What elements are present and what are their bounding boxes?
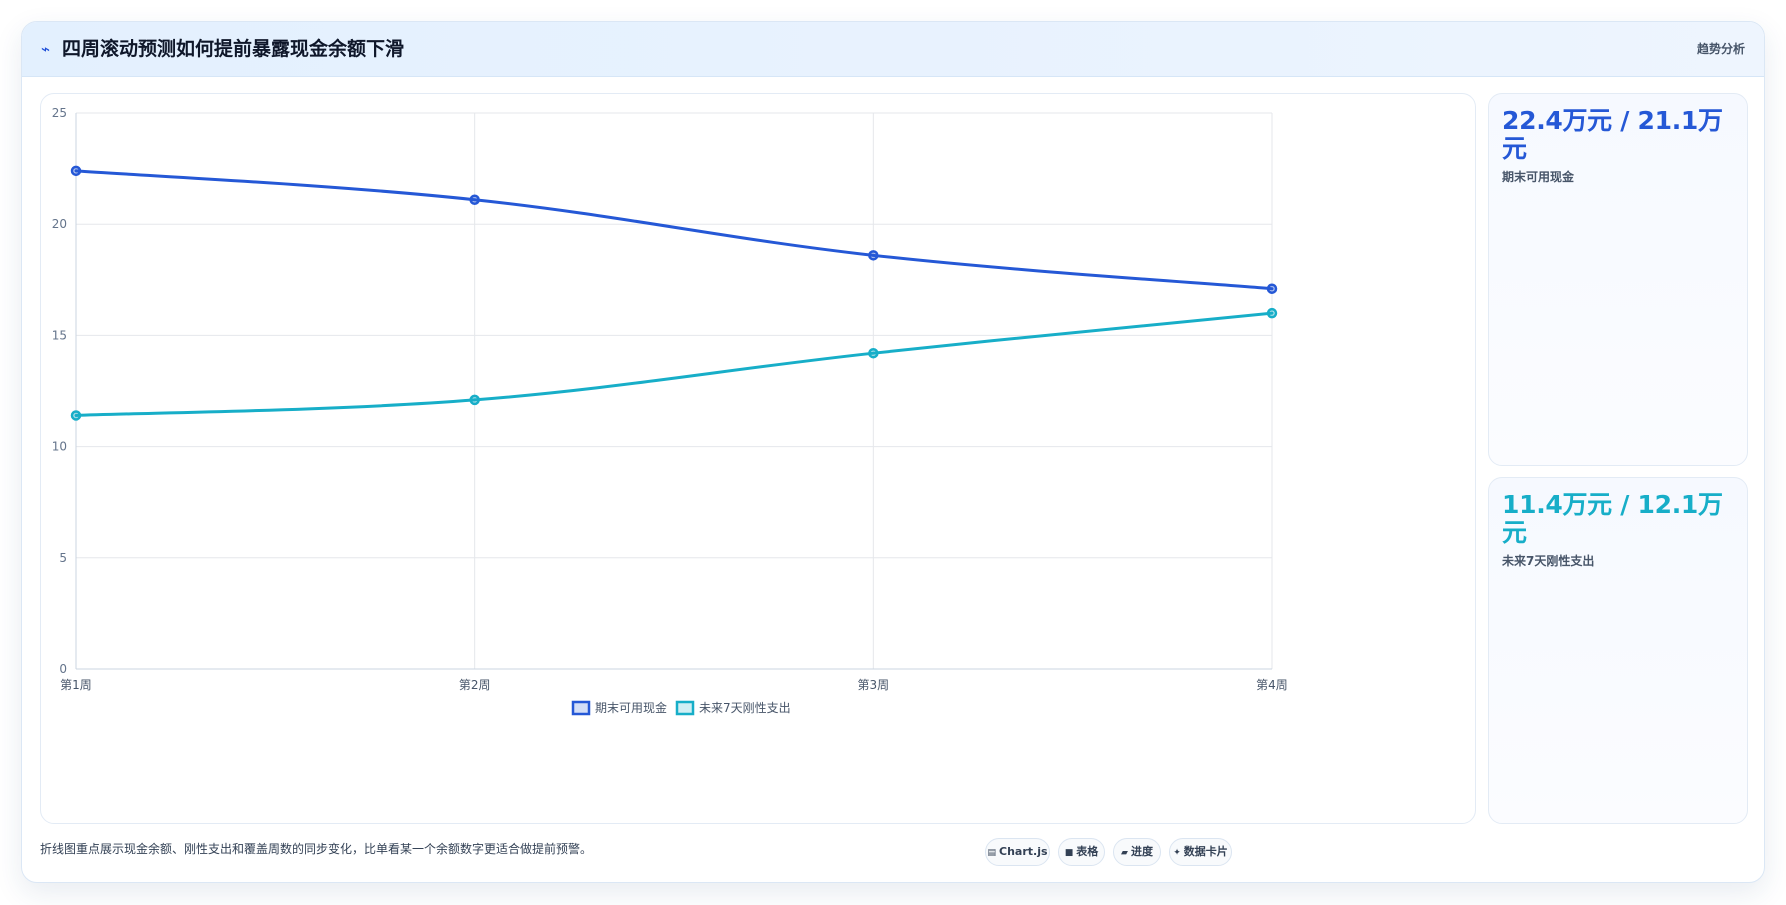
trend-line-icon: ⌁ xyxy=(41,40,51,58)
sparkle-icon: ✦ xyxy=(1173,848,1181,858)
card-header: ⌁ 四周滚动预测如何提前暴露现金余额下滑 趋势分析 xyxy=(22,22,1764,77)
x-tick-label: 第2周 xyxy=(459,678,491,692)
data-point xyxy=(1266,283,1278,294)
legend-label: 期末可用现金 xyxy=(595,700,667,715)
y-tick-label: 10 xyxy=(52,440,67,454)
data-point xyxy=(469,394,480,406)
data-point xyxy=(469,194,480,205)
chip-label: 进度 xyxy=(1130,845,1153,858)
y-tick-label: 15 xyxy=(52,328,67,342)
kpi-label: 期末可用现金 xyxy=(1502,170,1575,184)
chip-table[interactable]: ■ 表格 xyxy=(1058,838,1105,866)
chip-label: 表格 xyxy=(1076,845,1099,858)
data-point xyxy=(70,165,82,177)
y-tick-label: 20 xyxy=(52,217,67,231)
kpi-value: 22.4万元 / 21.1万元 xyxy=(1502,106,1723,163)
table-icon: ■ xyxy=(1064,848,1074,858)
y-tick-label: 0 xyxy=(59,662,67,676)
legend-swatch xyxy=(571,700,591,716)
legend-swatch xyxy=(675,700,695,716)
card-title: 四周滚动预测如何提前暴露现金余额下滑 xyxy=(62,38,405,60)
chart-panel: 0 5 10 15 20 25 第1周 第2周 第3周 第4周期末可用现金 未来7天刚性支出 xyxy=(40,93,1476,824)
chart-icon: ▤ xyxy=(987,848,996,858)
data-point xyxy=(868,347,879,359)
data-point xyxy=(868,250,879,261)
legend-label: 未来7天刚性支出 xyxy=(699,701,791,715)
series-line-1 xyxy=(74,169,1274,291)
chip-label: 数据卡片 xyxy=(1183,845,1228,858)
kpi-label: 未来7天刚性支出 xyxy=(1502,554,1595,568)
header-tag: 趋势分析 xyxy=(1696,42,1745,56)
chip-data-card[interactable]: ✦ 数据卡片 xyxy=(1169,838,1232,866)
data-point xyxy=(1266,307,1278,319)
series-line-2 xyxy=(74,311,1274,417)
footnote: 折线图重点展示现金余额、刚性支出和覆盖周数的同步变化，比单看某一个余额数字更适合… xyxy=(40,842,593,856)
x-tick-label: 第3周 xyxy=(858,678,890,692)
chip-progress[interactable]: ▰ 进度 xyxy=(1113,838,1161,866)
chip-label: Chart.js xyxy=(999,845,1048,858)
x-tick-label: 第1周 xyxy=(60,678,92,692)
kpi-card-expense: 11.4万元 / 12.1万元 未来7天刚性支出 xyxy=(1488,477,1748,824)
progress-icon: ▰ xyxy=(1121,848,1128,858)
x-tick-label: 第4周 xyxy=(1256,678,1288,692)
chip-chartjs[interactable]: ▤ Chart.js xyxy=(985,838,1050,866)
kpi-card-cash: 22.4万元 / 21.1万元 期末可用现金 xyxy=(1488,93,1748,466)
data-point xyxy=(70,410,82,421)
kpi-value: 11.4万元 / 12.1万元 xyxy=(1502,490,1723,547)
y-tick-label: 25 xyxy=(52,106,67,120)
chart-card: ⌁ 四周滚动预测如何提前暴露现金余额下滑 趋势分析 0 5 10 15 20 25 第1周 第… xyxy=(21,21,1765,883)
y-tick-label: 5 xyxy=(59,551,67,565)
